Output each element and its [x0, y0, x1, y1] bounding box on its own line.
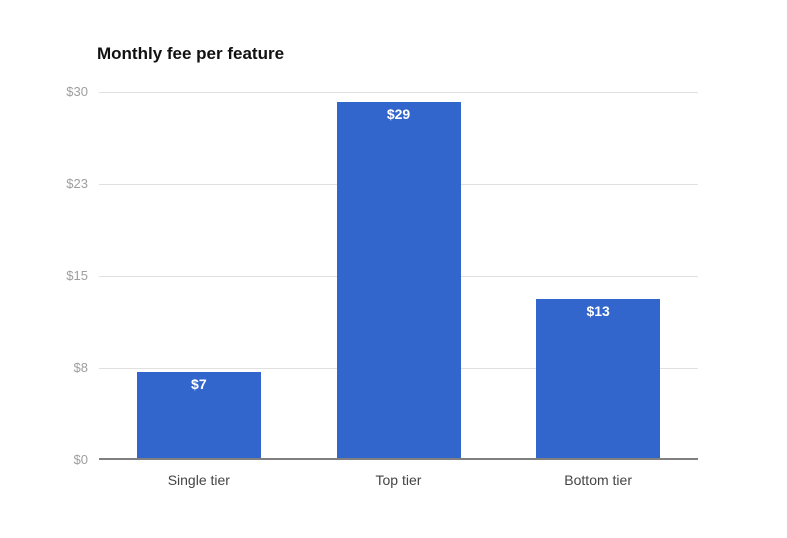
gridline: [99, 92, 698, 93]
category-label: Top tier: [375, 472, 422, 488]
plot-area: $7 $29 $13: [99, 92, 698, 460]
category-label: Bottom tier: [564, 472, 632, 488]
y-axis-tick-label: $23: [66, 176, 88, 191]
bar[interactable]: $29: [336, 102, 461, 458]
y-axis-tick-label: $8: [73, 360, 88, 375]
bar-value-label: $7: [191, 376, 207, 393]
chart-title: Monthly fee per feature: [97, 44, 285, 63]
category-label: Single tier: [167, 472, 230, 488]
bar-value-label: $29: [386, 106, 411, 123]
y-axis-tick-label: $0: [73, 452, 88, 467]
bar-value-label: $13: [586, 302, 610, 319]
bar[interactable]: $7: [136, 372, 261, 458]
bar[interactable]: $13: [536, 298, 661, 458]
y-axis-tick-label: $30: [66, 84, 88, 99]
y-axis-tick-label: $15: [66, 268, 88, 283]
